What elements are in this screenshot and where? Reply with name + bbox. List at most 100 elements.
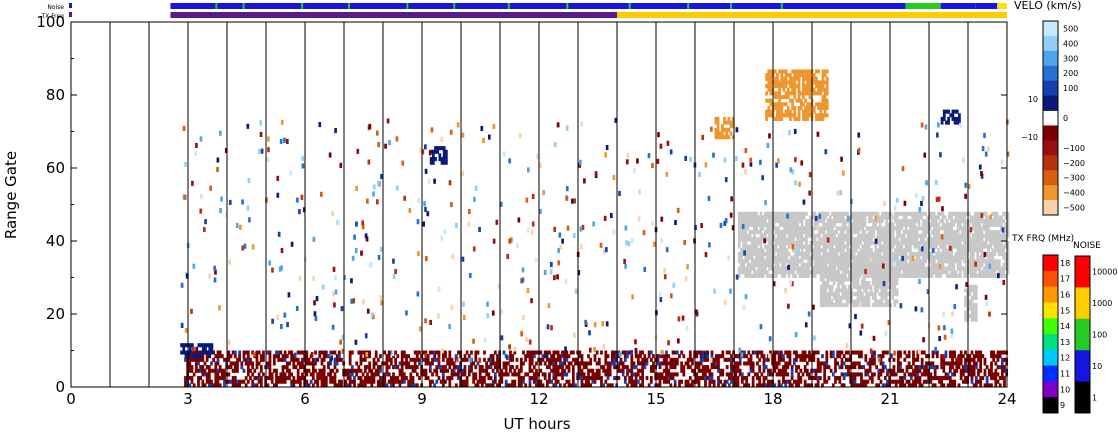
echo-cell [887,241,891,246]
echo-cell [348,368,352,373]
echo-cell [409,376,413,381]
echo-cell [976,222,979,227]
echo-cell [658,361,662,366]
echo-cell [437,361,441,366]
echo-cell [997,241,1001,246]
echo-cell [823,87,827,92]
echo-cell [830,292,834,297]
echo-cell [776,270,780,275]
echo-cell [775,361,779,366]
echo-cell [262,357,265,362]
echo-cell [930,222,934,227]
echo-cell [716,135,720,140]
echo-cell [942,354,945,360]
echo-cell [883,365,887,370]
echo-cell [980,270,984,275]
echo-cell [776,237,780,242]
echo-cell [987,230,990,235]
echo-cell [457,368,460,373]
echo-cell [344,368,348,373]
echo-cell [438,146,442,151]
echo-cell [891,295,895,300]
echo-cell [199,365,203,370]
echo-cell [968,354,972,359]
echo-cell [803,383,807,388]
echo-cell [604,350,608,355]
echo-cell [255,357,259,362]
echo-cell [902,230,906,235]
echo-cell [976,233,979,238]
echo-cell [878,262,882,267]
echo-cell [837,255,841,260]
echo-cell [431,379,434,384]
echo-cell [649,376,653,381]
echo-cell [880,262,884,267]
echo-cell [813,233,817,238]
echo-cell [778,80,781,85]
echo-cell [376,383,380,388]
echo-cell [850,277,853,282]
echo-cell [906,211,910,216]
echo-cell [885,222,888,227]
echo-cell [746,211,750,216]
echo-cell [746,226,750,231]
echo-cell [819,299,823,304]
echo-cell [930,259,934,264]
echo-cell [361,350,365,355]
echo-cell [774,259,778,264]
echo-cell [941,219,945,224]
echo-cell [779,270,782,275]
echo-cell [878,299,882,304]
echo-cell [418,357,421,362]
echo-cell [929,361,933,366]
echo-cell [641,372,645,377]
echo-cell [958,215,962,220]
echo-cell [899,368,902,373]
echo-cell [841,262,845,267]
echo-cell [838,376,842,381]
echo-cell [759,219,763,224]
echo-cell [465,376,469,381]
echo-cell [826,226,830,231]
echo-cell [665,357,668,362]
echo-cell [811,215,815,220]
echo-cell [895,292,899,297]
echo-cell [886,259,890,264]
echo-cell [543,361,547,366]
echo-cell [454,372,458,377]
echo-cell [1000,372,1004,377]
echo-cell [948,365,952,370]
echo-cell [993,273,997,278]
echo-cell [413,383,417,388]
echo-cell [859,211,862,216]
echo-cell [786,354,790,359]
echo-cell [366,379,369,384]
echo-cell [504,383,508,388]
echo-cell [535,372,538,377]
echo-cell [400,376,404,381]
echo-cell [943,259,947,264]
echo-cell [918,376,922,381]
echo-cell [847,292,851,297]
echo-cell [884,259,888,264]
echo-cell [743,361,746,366]
echo-cell [904,230,908,235]
echo-cell [819,91,823,96]
echo-cell [819,84,823,89]
echo-cell [911,266,914,271]
echo-cell [822,251,826,256]
echo-cell [1000,219,1003,224]
echo-cell [837,281,840,286]
echo-cell [817,84,820,89]
echo-cell [812,350,816,355]
echo-cell [493,379,497,384]
echo-cell [556,357,560,362]
echo-cell [866,361,870,366]
echo-cell [902,266,906,271]
echo-cell [800,211,804,216]
echo-cell [839,248,843,253]
echo-cell [634,354,638,359]
echo-cell [335,383,339,388]
echo-cell [971,266,975,271]
echo-cell [806,84,810,89]
